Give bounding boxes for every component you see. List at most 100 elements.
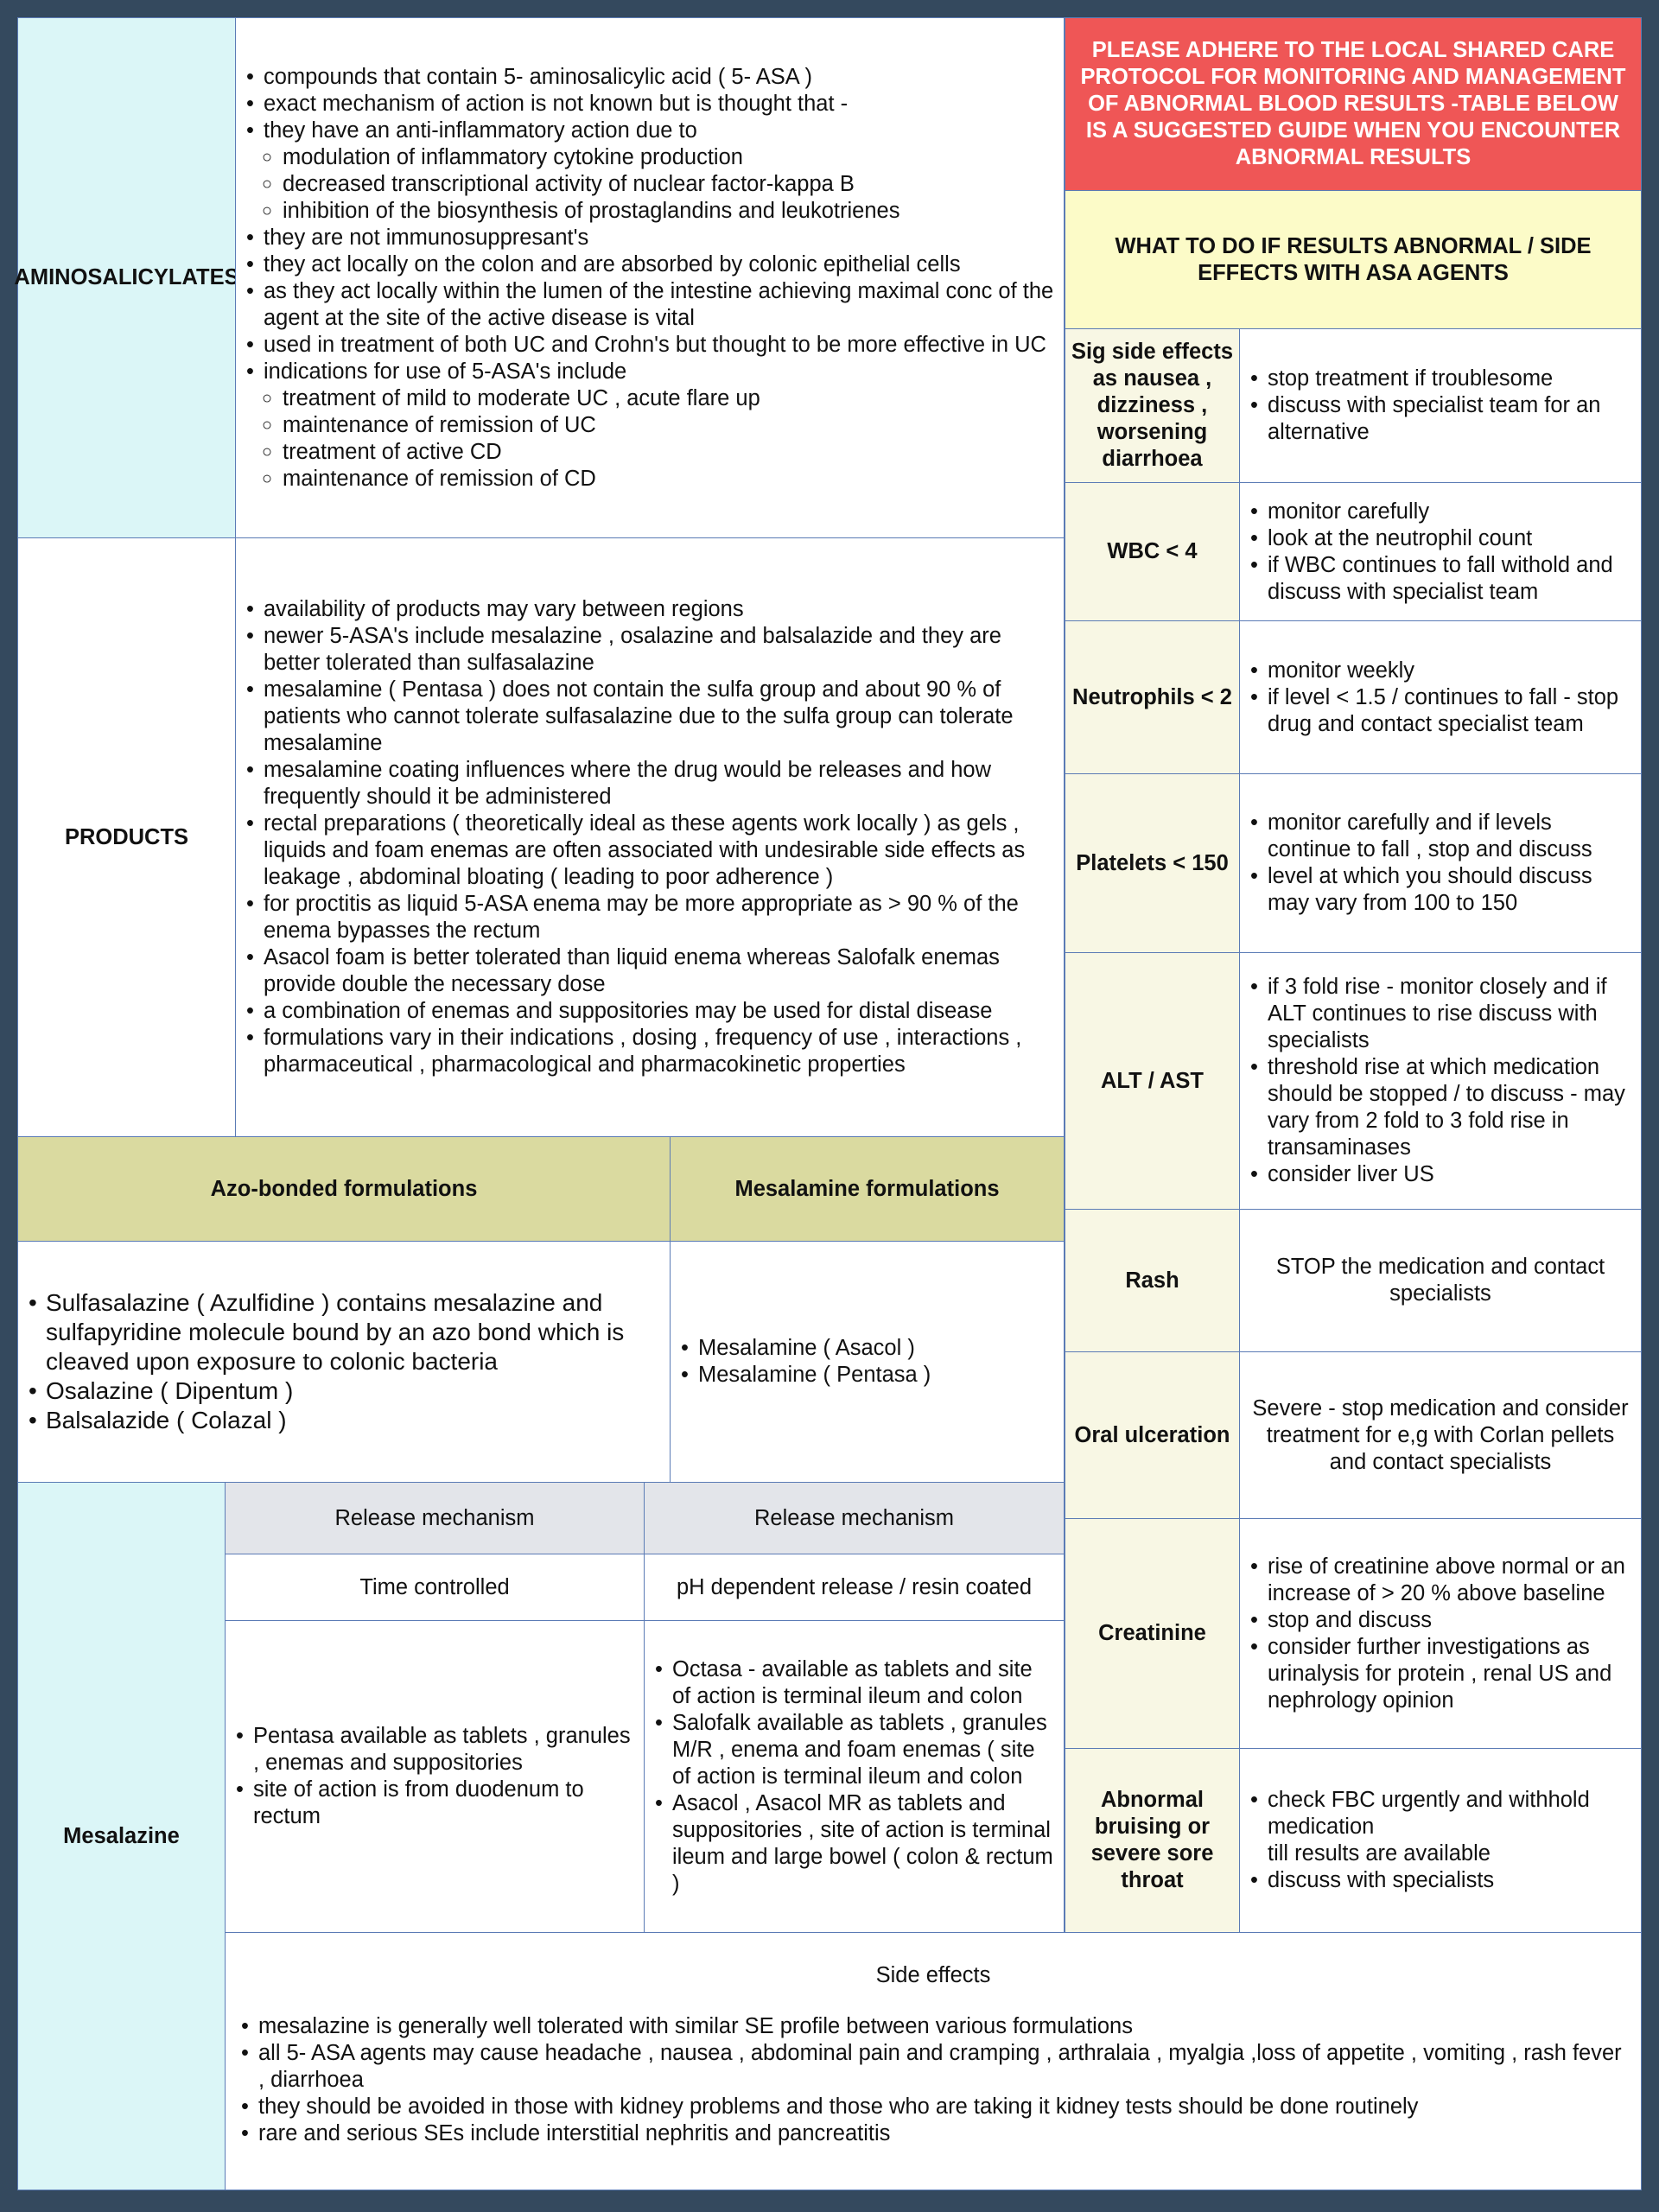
aminosalicylates-list: compounds that contain 5- aminosalicylic…: [245, 64, 1055, 493]
action-list: monitor carefullylook at the neutrophil …: [1249, 499, 1632, 606]
list-item: they act locally on the colon and are ab…: [245, 251, 1055, 278]
list-item: discuss with specialists: [1249, 1867, 1632, 1894]
list-item: monitor carefully: [1249, 499, 1632, 525]
release-header-2-text: Release mechanism: [753, 1505, 955, 1530]
aminosalicylates-content: compounds that contain 5- aminosalicylic…: [235, 17, 1065, 538]
side-effects-title: Side effects: [875, 1963, 991, 1987]
abnormal-row-label-text: Abnormal bruising or severe sore throat: [1090, 1788, 1214, 1892]
list-item: they have an anti-inflammatory action du…: [245, 118, 1055, 144]
abnormal-row-label-text: Creatinine: [1098, 1621, 1206, 1645]
list-item: Salofalk available as tablets , granules…: [653, 1710, 1055, 1790]
list-item: Sulfasalazine ( Azulfidine ) contains me…: [27, 1288, 661, 1376]
abnormal-row-label: Rash: [1065, 1209, 1240, 1352]
abnormal-row-action: monitor weeklyif level < 1.5 / continues…: [1239, 620, 1642, 774]
warning-banner: PLEASE ADHERE TO THE LOCAL SHARED CARE P…: [1065, 17, 1642, 191]
abnormal-row-label-text: Platelets < 150: [1076, 850, 1229, 875]
list-item: treatment of mild to moderate UC , acute…: [245, 385, 1055, 412]
list-item: if level < 1.5 / continues to fall - sto…: [1249, 684, 1632, 738]
list-item: Pentasa available as tablets , granules …: [234, 1723, 635, 1777]
abnormal-row-label: WBC < 4: [1065, 482, 1240, 621]
action-text: Severe - stop medication and consider tr…: [1252, 1395, 1629, 1474]
abnormal-row-action: rise of creatinine above normal or an in…: [1239, 1518, 1642, 1749]
list-item: they should be avoided in those with kid…: [239, 2094, 1627, 2120]
list-item: decreased transcriptional activity of nu…: [245, 171, 1055, 198]
action-list: if 3 fold rise - monitor closely and if …: [1249, 974, 1632, 1188]
release-header-2: Release mechanism: [644, 1482, 1065, 1554]
list-item: mesalamine ( Pentasa ) does not contain …: [245, 677, 1055, 757]
list-item: modulation of inflammatory cytokine prod…: [245, 144, 1055, 171]
col2-list: Octasa - available as tablets and site o…: [653, 1656, 1055, 1897]
list-item: Octasa - available as tablets and site o…: [653, 1656, 1055, 1710]
list-item: maintenance of remission of UC: [245, 412, 1055, 439]
abnormal-row-action: stop treatment if troublesomediscuss wit…: [1239, 328, 1642, 483]
abnormal-header-text: WHAT TO DO IF RESULTS ABNORMAL / SIDE EF…: [1115, 233, 1592, 285]
col1-list: Pentasa available as tablets , granules …: [234, 1723, 635, 1830]
aminosalicylates-label-text: AMINOSALICYLATES: [14, 265, 239, 289]
list-item: stop treatment if troublesome: [1249, 365, 1632, 392]
list-item: monitor carefully and if levels continue…: [1249, 810, 1632, 863]
azo-list: Sulfasalazine ( Azulfidine ) contains me…: [27, 1288, 661, 1435]
list-item: availability of products may vary betwee…: [245, 596, 1055, 623]
list-item: mesalazine is generally well tolerated w…: [239, 2013, 1627, 2040]
azo-header-text: Azo-bonded formulations: [210, 1176, 478, 1201]
mesalamine-header-text: Mesalamine formulations: [734, 1176, 1000, 1201]
action-list: monitor carefully and if levels continue…: [1249, 810, 1632, 917]
list-item: as they act locally within the lumen of …: [245, 278, 1055, 332]
action-text: STOP the medication and contact speciali…: [1275, 1255, 1605, 1306]
list-item: Mesalamine ( Asacol ): [679, 1335, 1055, 1362]
list-item: threshold rise at which medication shoul…: [1249, 1054, 1632, 1161]
list-item: consider further investigations as urina…: [1249, 1634, 1632, 1714]
list-item: all 5- ASA agents may cause headache , n…: [239, 2040, 1627, 2094]
abnormal-header: WHAT TO DO IF RESULTS ABNORMAL / SIDE EF…: [1065, 190, 1642, 329]
release-header-1-text: Release mechanism: [334, 1505, 535, 1530]
action-list: stop treatment if troublesomediscuss wit…: [1249, 365, 1632, 446]
mesalamine-content: Mesalamine ( Asacol )Mesalamine ( Pentas…: [670, 1241, 1065, 1483]
col1-content: Pentasa available as tablets , granules …: [225, 1620, 645, 1933]
list-item: maintenance of remission of CD: [245, 466, 1055, 493]
list-item: formulations vary in their indications ,…: [245, 1025, 1055, 1078]
products-label-text: PRODUCTS: [64, 824, 189, 849]
abnormal-row-label: Abnormal bruising or severe sore throat: [1065, 1748, 1240, 1933]
list-item: check FBC urgently and withhold medicati…: [1249, 1787, 1632, 1867]
list-item: discuss with specialist team for an alte…: [1249, 392, 1632, 446]
ph-dependent: pH dependent release / resin coated: [644, 1554, 1065, 1621]
list-item: stop and discuss: [1249, 1607, 1632, 1634]
list-item: inhibition of the biosynthesis of prosta…: [245, 198, 1055, 225]
list-item: look at the neutrophil count: [1249, 525, 1632, 552]
list-item: newer 5-ASA's include mesalazine , osala…: [245, 623, 1055, 677]
list-item: Mesalamine ( Pentasa ): [679, 1362, 1055, 1389]
mesalamine-header: Mesalamine formulations: [670, 1136, 1065, 1242]
azo-content: Sulfasalazine ( Azulfidine ) contains me…: [17, 1241, 671, 1483]
list-item: site of action is from duodenum to rectu…: [234, 1777, 635, 1830]
time-controlled-text: Time controlled: [359, 1574, 510, 1599]
abnormal-row-label-text: WBC < 4: [1107, 539, 1198, 563]
action-list: check FBC urgently and withhold medicati…: [1249, 1787, 1632, 1894]
mesalazine-label: Mesalazine: [17, 1482, 226, 2190]
products-content: availability of products may vary betwee…: [235, 537, 1065, 1137]
list-item: compounds that contain 5- aminosalicylic…: [245, 64, 1055, 91]
abnormal-row-action: check FBC urgently and withhold medicati…: [1239, 1748, 1642, 1933]
list-item: Asacol , Asacol MR as tablets and suppos…: [653, 1790, 1055, 1897]
abnormal-row-label: Oral ulceration: [1065, 1351, 1240, 1519]
mesalamine-list: Mesalamine ( Asacol )Mesalamine ( Pentas…: [679, 1335, 1055, 1389]
list-item: a combination of enemas and suppositorie…: [245, 998, 1055, 1025]
release-header-1: Release mechanism: [225, 1482, 645, 1554]
col2-content: Octasa - available as tablets and site o…: [644, 1620, 1065, 1933]
list-item: consider liver US: [1249, 1161, 1632, 1188]
list-item: mesalamine coating influences where the …: [245, 757, 1055, 810]
products-label: PRODUCTS: [17, 537, 236, 1137]
list-item: rectal preparations ( theoretically idea…: [245, 810, 1055, 891]
list-item: if 3 fold rise - monitor closely and if …: [1249, 974, 1632, 1054]
abnormal-row-label-text: ALT / AST: [1101, 1068, 1204, 1093]
action-list: rise of creatinine above normal or an in…: [1249, 1554, 1632, 1714]
azo-header: Azo-bonded formulations: [17, 1136, 671, 1242]
side-effects-list: mesalazine is generally well tolerated w…: [239, 2013, 1627, 2147]
products-list: availability of products may vary betwee…: [245, 596, 1055, 1078]
ph-dependent-text: pH dependent release / resin coated: [676, 1574, 1033, 1599]
list-item: Osalazine ( Dipentum ): [27, 1376, 661, 1406]
abnormal-row-label: Sig side effects as nausea , dizziness ,…: [1065, 328, 1240, 483]
list-item: indications for use of 5-ASA's include: [245, 359, 1055, 385]
warning-text: PLEASE ADHERE TO THE LOCAL SHARED CARE P…: [1080, 38, 1626, 169]
list-item: they are not immunosuppresant's: [245, 225, 1055, 251]
action-list: monitor weeklyif level < 1.5 / continues…: [1249, 658, 1632, 738]
